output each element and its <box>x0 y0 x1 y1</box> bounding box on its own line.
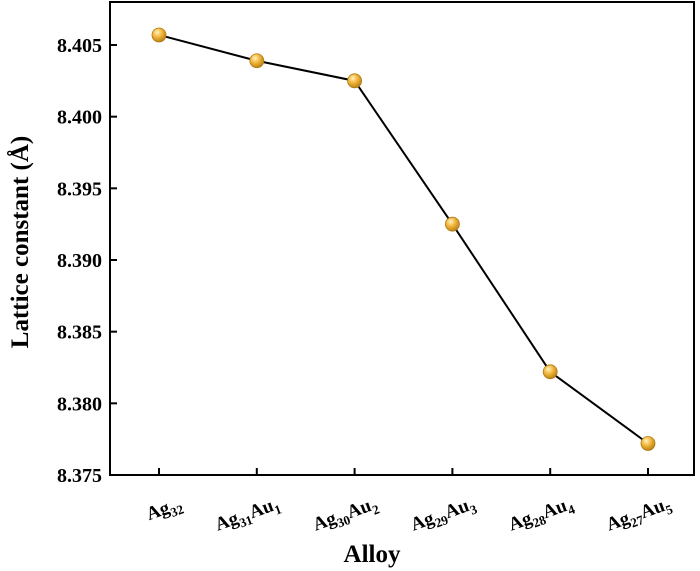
y-tick-label: 8.405 <box>57 35 102 57</box>
data-point <box>151 27 167 43</box>
x-axis-title: Alloy <box>344 541 401 568</box>
x-tick-label: Ag32 <box>143 493 185 528</box>
y-tick-label: 8.390 <box>57 250 102 272</box>
series-line <box>158 33 649 445</box>
y-tick-label: 8.395 <box>57 178 102 200</box>
x-tick-label: Ag30Au2 <box>310 493 381 538</box>
y-tick-label: 8.375 <box>57 465 102 487</box>
y-axis-title: Lattice constant (Å) <box>6 136 34 348</box>
y-axis: 8.375 8.380 8.385 8.390 8.395 8.400 8.405 <box>57 35 117 487</box>
data-points <box>151 27 656 451</box>
x-tick-label: Ag27Au5 <box>604 493 676 539</box>
data-point <box>640 436 656 451</box>
x-tick-label: Ag29Au3 <box>408 493 480 539</box>
data-point <box>542 364 558 380</box>
y-tick-label: 8.385 <box>57 322 102 344</box>
plot-frame <box>109 1 695 476</box>
x-tick-label: Ag31Au1 <box>212 493 283 538</box>
data-point <box>347 73 363 89</box>
x-axis: Ag32 Ag31Au1 Ag30Au2 Ag29Au3 Ag28Au4 Ag27Au5 <box>143 468 676 539</box>
y-tick-label: 8.400 <box>57 107 102 129</box>
data-point <box>444 216 460 232</box>
data-point <box>249 53 265 69</box>
x-tick-label: Ag28Au4 <box>506 493 578 539</box>
y-tick-label: 8.380 <box>57 393 102 415</box>
